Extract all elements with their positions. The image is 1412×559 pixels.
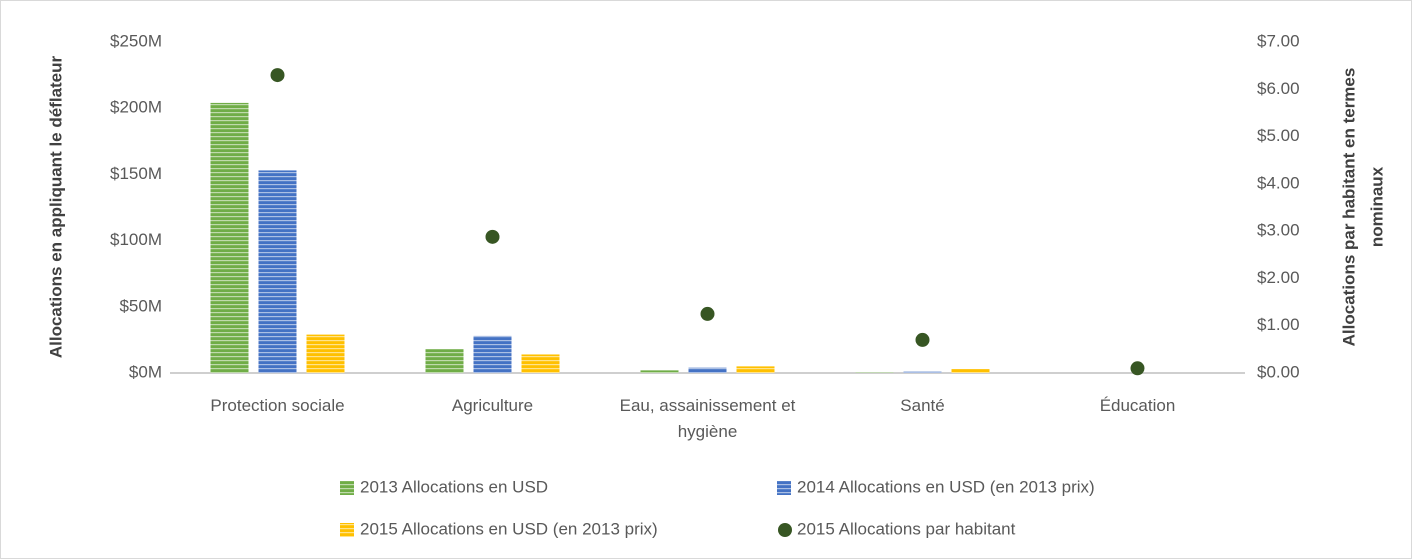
y-tick-label: $150M [110,164,162,183]
x-tick-label: Protection sociale [210,396,345,415]
bar-pattern [521,354,560,373]
y2-tick-label: $1.00 [1257,315,1300,334]
bar-pattern [473,335,512,373]
x-tick-label: Santé [900,396,945,415]
bar-pattern [640,370,679,373]
x-tick-label: Agriculture [451,396,534,415]
y-tick-label: $50M [119,296,162,315]
y-tick-label: $250M [110,31,162,50]
bar-pattern [306,334,345,373]
point [270,68,285,83]
y2-tick-label: $5.00 [1257,126,1300,145]
legend-label: 2013 Allocations en USD [360,477,548,496]
y2-tick-label: $6.00 [1257,79,1300,98]
bar-pattern [258,170,297,373]
x-tick-label: Éducation [1099,396,1176,415]
y2-tick-label: $2.00 [1257,268,1300,287]
y2-tick-label: $3.00 [1257,221,1300,240]
y2-axis-title: Allocations par habitant en termes [1339,68,1358,347]
bar-pattern [736,366,775,373]
point [700,306,715,321]
point [915,332,930,347]
y2-tick-label: $0.00 [1257,362,1300,381]
y-tick-label: $0M [129,362,162,381]
bar-pattern [210,102,249,374]
y2-tick-label: $4.00 [1257,173,1300,192]
y-axis-title: Allocations en appliquant le déflateur [46,55,65,358]
x-tick-label: Eau, assainissement et hygiène [619,396,796,441]
legend-swatch [778,523,792,537]
legend-label: 2015 Allocations par habitant [797,519,1016,538]
bar-pattern [951,369,990,373]
legend-label: 2015 Allocations en USD (en 2013 prix) [360,519,658,538]
legend-swatch-pattern [340,481,354,495]
legend-swatch-pattern [777,481,791,495]
bar-pattern [425,349,464,373]
y2-axis-title: nominaux [1367,166,1386,247]
legend-swatch-pattern [340,523,354,537]
y-tick-label: $100M [110,230,162,249]
bar-pattern [855,372,894,373]
bar-pattern [903,371,942,373]
legend-label: 2014 Allocations en USD (en 2013 prix) [797,477,1095,496]
y-tick-label: $200M [110,98,162,117]
bar-pattern [688,367,727,373]
y2-tick-label: $7.00 [1257,31,1300,50]
point [485,229,500,244]
point [1130,361,1145,376]
